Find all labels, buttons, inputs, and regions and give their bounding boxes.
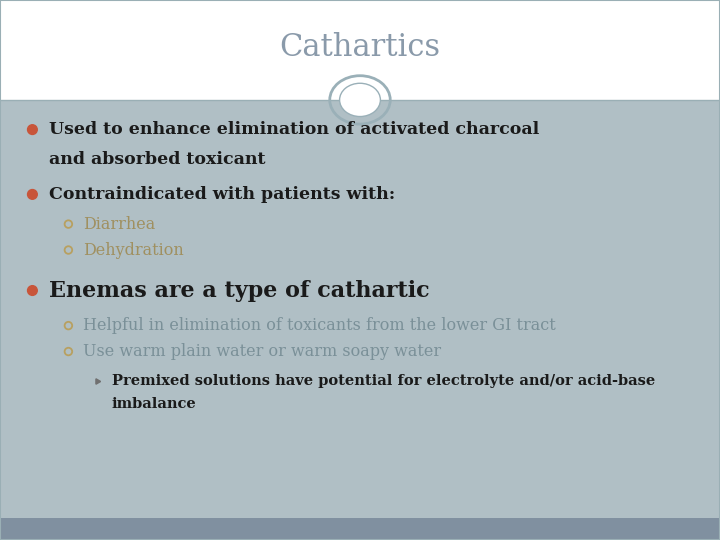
- Bar: [0, 518, 720, 540]
- Ellipse shape: [27, 190, 37, 199]
- Text: Diarrhea: Diarrhea: [83, 215, 155, 233]
- Text: Use warm plain water or warm soapy water: Use warm plain water or warm soapy water: [83, 343, 441, 360]
- Ellipse shape: [27, 286, 37, 295]
- Text: Contraindicated with patients with:: Contraindicated with patients with:: [49, 186, 395, 203]
- Text: Dehydration: Dehydration: [83, 241, 184, 259]
- Bar: [0, 100, 720, 518]
- Text: Used to enhance elimination of activated charcoal: Used to enhance elimination of activated…: [49, 121, 539, 138]
- Bar: [0, 0, 720, 100]
- Text: Enemas are a type of cathartic: Enemas are a type of cathartic: [49, 280, 430, 301]
- Text: imbalance: imbalance: [112, 397, 197, 411]
- Text: Premixed solutions have potential for electrolyte and/or acid-base: Premixed solutions have potential for el…: [112, 374, 655, 388]
- Text: Cathartics: Cathartics: [279, 32, 441, 64]
- Ellipse shape: [340, 83, 380, 117]
- Ellipse shape: [27, 125, 37, 134]
- Text: Helpful in elimination of toxicants from the lower GI tract: Helpful in elimination of toxicants from…: [83, 317, 556, 334]
- Text: and absorbed toxicant: and absorbed toxicant: [49, 151, 266, 168]
